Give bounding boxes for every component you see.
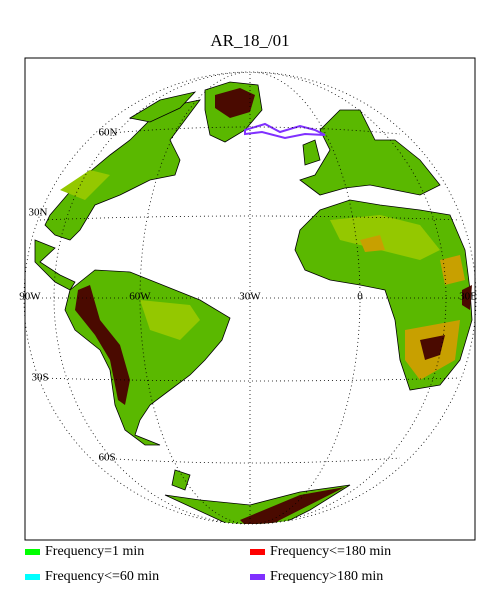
land bbox=[34, 81, 473, 524]
map-frame bbox=[24, 57, 476, 541]
globe bbox=[30, 72, 473, 524]
lon-label: 60W bbox=[129, 291, 151, 303]
map-title: AR_18_/01 bbox=[210, 31, 289, 50]
highland bbox=[60, 170, 440, 340]
legend-swatch bbox=[25, 549, 40, 555]
lat-label: 60S bbox=[98, 452, 115, 464]
lon-label: 90W bbox=[19, 291, 41, 303]
lon-label: 30W bbox=[239, 291, 261, 303]
legend-swatch bbox=[25, 574, 40, 580]
track bbox=[244, 122, 326, 140]
lat-label: 30S bbox=[31, 372, 48, 384]
mountains bbox=[75, 88, 472, 524]
lon-label: 30E bbox=[459, 291, 477, 303]
graticule bbox=[30, 72, 470, 524]
legend-label: Frequency<=60 min bbox=[45, 569, 159, 584]
legend-label: Frequency>180 min bbox=[270, 569, 383, 584]
legend: Frequency=1 min Frequency<=180 min Frequ… bbox=[25, 544, 391, 584]
lon-label: 0 bbox=[357, 291, 363, 303]
legend-swatch bbox=[250, 574, 265, 580]
legend-label: Frequency=1 min bbox=[45, 544, 144, 559]
lat-label: 60N bbox=[99, 127, 118, 139]
globe-edge bbox=[23, 71, 477, 525]
legend-label: Frequency<=180 min bbox=[270, 544, 391, 559]
graticule-labels: 60N 30N 90W 60W 30W 0 30E 30S 60S bbox=[19, 127, 477, 464]
lat-label: 30N bbox=[29, 207, 48, 219]
legend-swatch bbox=[250, 549, 265, 555]
